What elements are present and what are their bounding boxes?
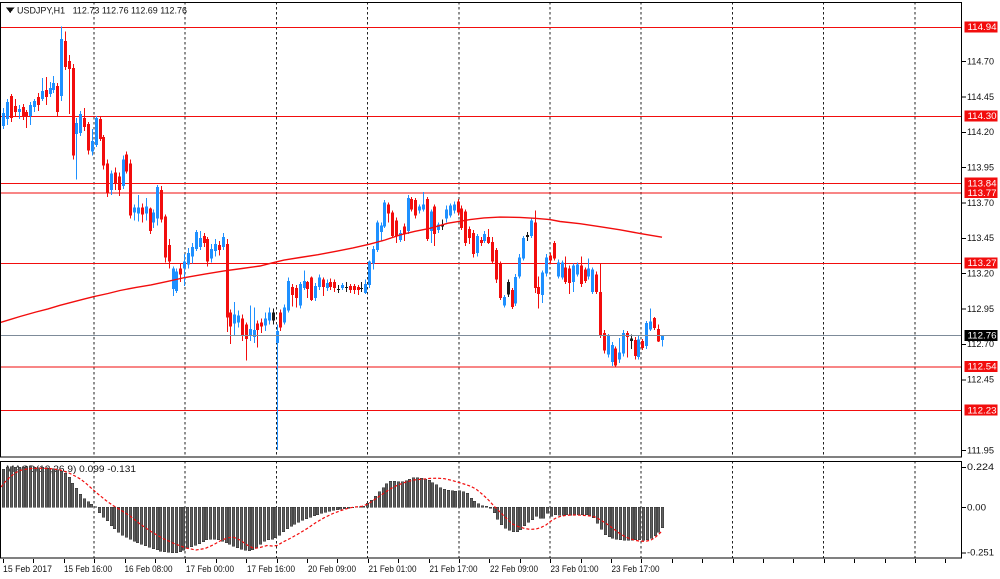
svg-text:0.224: 0.224 — [967, 462, 994, 472]
svg-text:MACD(12,26,9) 0.099 -0.131: MACD(12,26,9) 0.099 -0.131 — [6, 464, 136, 475]
svg-text:113.27: 113.27 — [968, 258, 997, 268]
svg-text:17 Feb 16:00: 17 Feb 16:00 — [247, 564, 295, 574]
svg-text:23 Feb 01:00: 23 Feb 01:00 — [551, 564, 599, 574]
svg-text:112.45: 112.45 — [967, 375, 994, 385]
svg-text:0.00: 0.00 — [967, 503, 986, 513]
svg-text:112.54: 112.54 — [968, 362, 997, 372]
svg-text:112.70: 112.70 — [967, 339, 994, 349]
svg-text:113.77: 113.77 — [968, 188, 997, 198]
svg-text:114.94: 114.94 — [968, 22, 997, 32]
svg-text:23 Feb 17:00: 23 Feb 17:00 — [612, 564, 660, 574]
svg-text:111.95: 111.95 — [967, 445, 994, 455]
svg-text:20 Feb 09:00: 20 Feb 09:00 — [308, 564, 356, 574]
svg-text:22 Feb 09:00: 22 Feb 09:00 — [490, 564, 538, 574]
svg-text:113.95: 113.95 — [967, 162, 994, 172]
svg-text:15 Feb 2017: 15 Feb 2017 — [3, 564, 52, 574]
svg-text:112.23: 112.23 — [968, 405, 997, 415]
svg-text:17 Feb 00:00: 17 Feb 00:00 — [186, 564, 234, 574]
svg-text:113.45: 113.45 — [967, 233, 994, 243]
svg-text:112.76: 112.76 — [968, 331, 997, 341]
svg-text:USDJPY,H1 112.73 112.76 112.: USDJPY,H1 112.73 112.76 112.69 112.76 — [17, 6, 187, 17]
svg-text:21 Feb 01:00: 21 Feb 01:00 — [369, 564, 417, 574]
svg-text:21 Feb 17:00: 21 Feb 17:00 — [430, 564, 478, 574]
svg-text:15 Feb 16:00: 15 Feb 16:00 — [64, 564, 112, 574]
svg-text:-0.251: -0.251 — [967, 548, 994, 558]
svg-text:114.45: 114.45 — [967, 92, 994, 102]
svg-text:112.95: 112.95 — [967, 304, 994, 314]
svg-text:113.70: 113.70 — [967, 198, 994, 208]
svg-text:113.84: 113.84 — [968, 179, 997, 189]
svg-text:114.70: 114.70 — [967, 56, 994, 66]
svg-text:114.30: 114.30 — [968, 111, 997, 121]
svg-text:113.20: 113.20 — [967, 269, 994, 279]
svg-text:16 Feb 08:00: 16 Feb 08:00 — [125, 564, 173, 574]
svg-text:114.20: 114.20 — [967, 127, 994, 137]
